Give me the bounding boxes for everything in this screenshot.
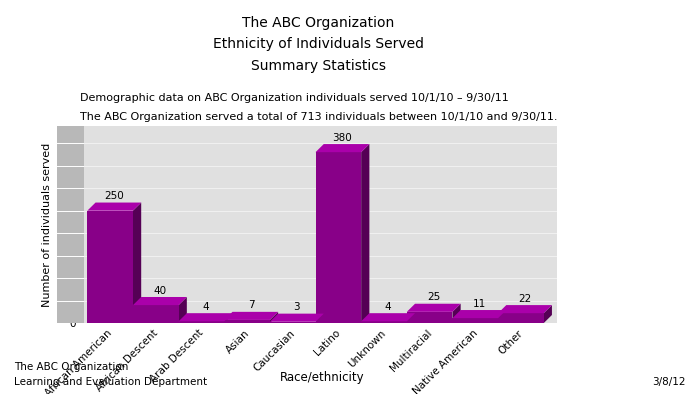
Polygon shape	[452, 310, 506, 318]
Polygon shape	[407, 312, 452, 323]
Polygon shape	[270, 322, 316, 323]
Text: Learning and Evaluation Department: Learning and Evaluation Department	[14, 377, 207, 387]
Text: 3: 3	[293, 302, 300, 312]
Polygon shape	[361, 321, 407, 323]
Text: The ABC Organization: The ABC Organization	[242, 16, 395, 30]
Polygon shape	[88, 203, 141, 211]
Polygon shape	[133, 305, 178, 323]
Polygon shape	[407, 313, 415, 323]
Polygon shape	[133, 203, 141, 323]
Polygon shape	[57, 126, 84, 323]
Polygon shape	[498, 313, 544, 323]
Text: The ABC Organization served a total of 713 individuals between 10/1/10 and 9/30/: The ABC Organization served a total of 7…	[80, 112, 558, 122]
Polygon shape	[224, 313, 232, 323]
Polygon shape	[270, 314, 323, 322]
Polygon shape	[316, 144, 370, 152]
Polygon shape	[316, 152, 361, 323]
Polygon shape	[452, 318, 498, 323]
Text: 380: 380	[332, 133, 352, 143]
Polygon shape	[133, 297, 187, 305]
Polygon shape	[544, 305, 552, 323]
Polygon shape	[88, 211, 133, 323]
Polygon shape	[498, 305, 552, 313]
Polygon shape	[178, 297, 187, 323]
Y-axis label: Number of individuals served: Number of individuals served	[42, 143, 52, 307]
Text: 25: 25	[427, 292, 440, 302]
Text: 40: 40	[153, 286, 167, 296]
Text: Logo: Logo	[629, 67, 670, 82]
Polygon shape	[178, 321, 224, 323]
Polygon shape	[178, 313, 232, 321]
Text: 250: 250	[104, 191, 124, 201]
Polygon shape	[498, 310, 506, 323]
Text: 4: 4	[385, 302, 391, 312]
Polygon shape	[224, 312, 278, 320]
Polygon shape	[407, 304, 461, 312]
Text: 7: 7	[248, 300, 255, 310]
Polygon shape	[224, 320, 270, 323]
Text: 4: 4	[202, 302, 209, 312]
Text: Race/ethnicity: Race/ethnicity	[280, 371, 364, 384]
Text: Ethnicity of Individuals Served: Ethnicity of Individuals Served	[213, 37, 424, 52]
Text: Summary Statistics: Summary Statistics	[251, 59, 386, 73]
Text: 11: 11	[473, 299, 486, 309]
Polygon shape	[316, 314, 323, 323]
Text: The ABC Organization: The ABC Organization	[14, 362, 128, 372]
Polygon shape	[361, 144, 370, 323]
Polygon shape	[270, 312, 278, 323]
Text: Demographic data on ABC Organization individuals served 10/1/10 – 9/30/11: Demographic data on ABC Organization ind…	[80, 93, 510, 102]
Text: 3/8/12: 3/8/12	[652, 377, 686, 387]
Polygon shape	[452, 304, 461, 323]
Polygon shape	[361, 313, 415, 321]
Text: 22: 22	[519, 294, 531, 304]
